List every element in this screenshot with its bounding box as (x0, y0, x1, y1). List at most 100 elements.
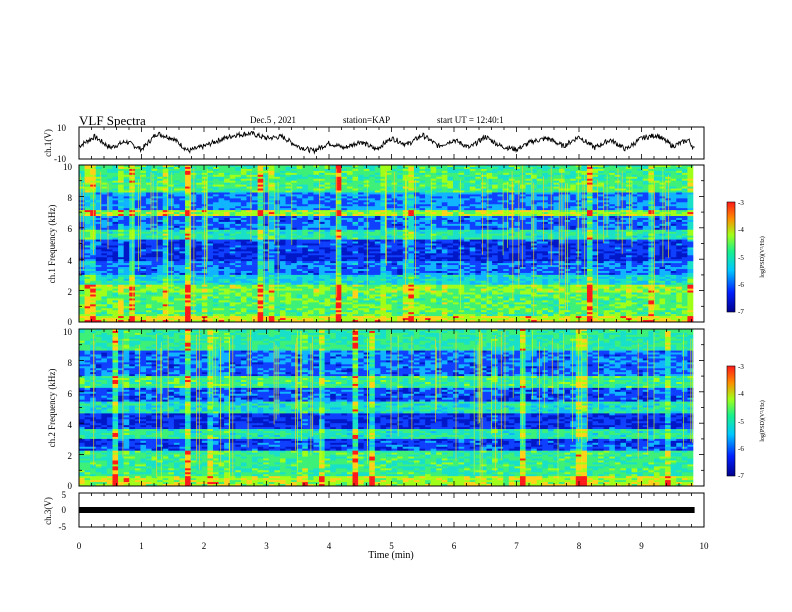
spectrogram-cell (151, 165, 158, 168)
spectrogram-cell (157, 202, 164, 205)
spectrogram-cell (637, 245, 644, 248)
spectrogram-cell (162, 247, 169, 250)
spectrogram-cell (469, 196, 476, 199)
start-time-label: start UT = 12:40:1 (437, 115, 504, 125)
spectrogram-cell (637, 178, 644, 181)
spectrogram-cell (319, 247, 325, 250)
spectrogram-cell (503, 245, 510, 248)
spectrogram-cell (492, 231, 498, 234)
spectrogram-cell (659, 174, 666, 178)
spectrogram-cell (129, 223, 136, 227)
spectrogram-cell (274, 184, 281, 187)
spectrogram-cell (235, 180, 242, 183)
spectrogram-cell (302, 227, 309, 231)
spectrogram-cell (676, 221, 683, 225)
spectrogram-cell (374, 249, 381, 252)
spectrogram-cell (637, 249, 644, 252)
spectrogram-cell (452, 190, 459, 193)
spectrogram-cell (609, 188, 616, 191)
spectrogram-cell (408, 251, 415, 254)
spectrogram-cell (162, 223, 169, 227)
spectrogram-cell (452, 208, 459, 211)
spectrogram-cell (369, 186, 376, 189)
spectrogram-cell (665, 172, 671, 176)
spectrogram-cell (452, 243, 459, 246)
spectrogram-cell (207, 245, 214, 248)
spectrogram-cell (503, 208, 510, 211)
spectrogram-cell (302, 186, 309, 189)
spectrogram-cell (665, 241, 671, 244)
spectrogram-cell (185, 196, 191, 199)
spectrogram-cell (257, 188, 264, 191)
spectrogram-cell (112, 247, 119, 250)
spectrogram-cell (380, 221, 387, 225)
spectrogram-cell (352, 235, 359, 238)
spectrogram-cell (525, 214, 532, 217)
spectrogram-cell (157, 231, 164, 234)
spectrogram-cell (179, 188, 186, 191)
spectrogram-cell (447, 231, 454, 234)
spectrogram-cell (670, 219, 677, 223)
spectrogram-cell (642, 223, 649, 227)
spectrogram-cell (670, 243, 677, 246)
spectrogram-cell (313, 204, 320, 207)
spectrogram-cell (246, 178, 253, 181)
spectrogram-cell (441, 186, 448, 189)
spectrogram-cell (676, 180, 683, 183)
spectrogram-cell (642, 194, 649, 197)
spectrogram-cell (441, 233, 448, 236)
spectrogram-cell (626, 235, 632, 238)
spectrogram-cell (642, 247, 649, 250)
spectrogram-cell (151, 208, 158, 211)
spectrogram-cell (129, 202, 136, 205)
spectrogram-cell (536, 174, 543, 178)
spectrogram-cell (452, 212, 459, 215)
spectrogram-cell (425, 216, 431, 219)
spectrogram-cell (263, 196, 270, 199)
spectrogram-cell (430, 174, 437, 178)
spectrogram-cell (413, 174, 420, 178)
spectrogram-cell (196, 249, 203, 252)
spectrogram-cell (196, 168, 203, 172)
spectrogram-cell (592, 217, 599, 221)
spectrogram-cell (240, 214, 247, 217)
spectrogram-cell (157, 182, 164, 185)
spectrogram-cell (257, 168, 264, 172)
spectrogram-cell (447, 180, 454, 183)
spectrogram-cell (268, 165, 275, 168)
spectrogram-cell (397, 219, 404, 223)
spectrogram-cell (642, 200, 649, 203)
spectrogram-cell (212, 188, 219, 191)
spectrogram-cell (670, 176, 677, 180)
spectrogram-cell (514, 251, 521, 254)
spectrogram-cell (419, 174, 426, 178)
spectrogram-cell (173, 178, 180, 181)
spectrogram-cell (352, 192, 359, 195)
spectrogram-cell (447, 178, 454, 181)
spectrogram-cell (631, 237, 638, 240)
spectrogram-cell (609, 212, 616, 215)
spectrogram-cell (380, 182, 387, 185)
spectrogram-cell (240, 245, 247, 248)
spectrogram-cell (257, 247, 264, 250)
spectrogram-cell (118, 178, 124, 181)
spectrogram-cell (536, 233, 543, 236)
spectrogram-cell (279, 214, 286, 217)
spectrogram-cell (681, 188, 688, 191)
spectrogram-cell (363, 243, 370, 246)
spectrogram-cell (681, 166, 688, 170)
spectrogram-cell (631, 176, 638, 180)
spectrogram-cell (492, 237, 498, 240)
spectrogram-cell (609, 192, 616, 195)
spectrogram-cell (570, 166, 577, 170)
spectrogram-cell (497, 227, 504, 231)
spectrogram-cell (313, 216, 320, 219)
spectrogram-cell (452, 184, 459, 187)
spectrogram-cell (162, 208, 169, 211)
spectrogram-cell (648, 170, 655, 174)
spectrogram-cell (570, 245, 577, 248)
spectrogram-cell (291, 165, 297, 168)
spectrogram-cell (480, 168, 487, 172)
spectrogram-cell (525, 237, 532, 240)
spectrogram-cell (447, 196, 454, 199)
